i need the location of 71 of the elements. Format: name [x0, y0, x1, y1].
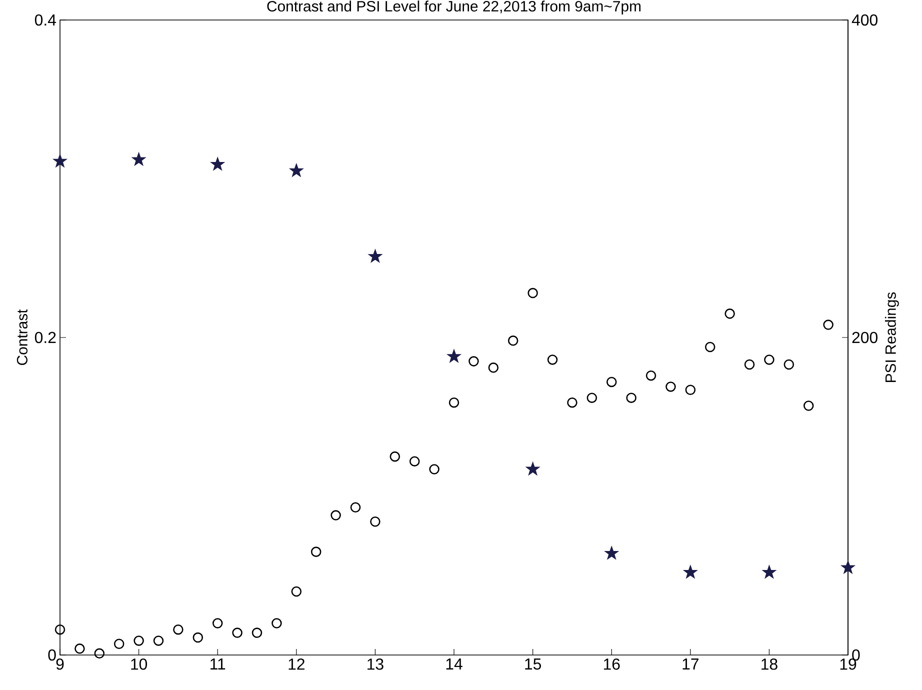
point [429, 464, 440, 474]
point [784, 359, 794, 370]
x-tick-label: 10 [131, 658, 148, 670]
point [605, 546, 618, 559]
point [310, 546, 322, 557]
point [350, 502, 361, 512]
point [448, 397, 460, 408]
point [132, 153, 146, 166]
x-tick-label: 12 [288, 658, 304, 670]
point [842, 561, 854, 574]
y2-tick-label: 400 [852, 14, 878, 26]
point [390, 451, 400, 462]
point [762, 566, 776, 578]
point [153, 636, 164, 646]
point [823, 320, 834, 330]
x-tick-label: 14 [446, 658, 462, 670]
point [488, 362, 499, 373]
point [409, 456, 420, 466]
point [368, 250, 382, 262]
point [764, 354, 774, 365]
x-tick-label: 15 [525, 658, 541, 670]
x-tick-label: 17 [682, 658, 698, 670]
point [468, 356, 479, 366]
point [684, 566, 697, 578]
point [290, 164, 303, 176]
point [646, 370, 656, 381]
point [704, 342, 716, 352]
y-axis-title: Contrast [16, 309, 28, 365]
point [192, 632, 204, 643]
point [173, 624, 184, 635]
x-tick-label: 11 [210, 658, 226, 670]
point [606, 376, 617, 388]
point [448, 350, 460, 362]
point [526, 462, 540, 475]
point [114, 638, 124, 650]
point [685, 384, 696, 396]
point [547, 354, 558, 365]
x-tick-label: 9 [56, 658, 64, 670]
point [330, 510, 341, 520]
chart-title: Contrast and PSI Level for June 22,2013 from 9am~7pm [267, 0, 640, 14]
point [94, 648, 105, 659]
x-tick-label: 16 [604, 658, 620, 670]
point [626, 392, 636, 403]
x-tick-label: 19 [840, 658, 856, 670]
y-tick-label: 0 [48, 649, 56, 661]
point [803, 400, 814, 411]
y2-tick-label: 0 [852, 649, 860, 661]
point [744, 359, 755, 370]
point [232, 628, 242, 638]
y-tick-label: 0.4 [34, 14, 56, 26]
point [291, 586, 302, 597]
point [54, 154, 66, 167]
point [724, 308, 735, 319]
point [586, 392, 598, 403]
point [211, 158, 224, 170]
point [666, 382, 676, 392]
point [528, 288, 538, 298]
x-tick-label: 13 [368, 658, 384, 670]
point [74, 644, 85, 654]
y2-tick-label: 200 [852, 332, 878, 344]
point [272, 618, 282, 628]
point [212, 618, 223, 628]
point [54, 624, 66, 635]
point [252, 628, 262, 638]
y-tick-label: 0.2 [34, 332, 56, 344]
y2-axis-title: PSI Readings [884, 292, 899, 382]
point [134, 636, 144, 646]
point [508, 336, 518, 346]
point [370, 516, 380, 527]
x-tick-label: 18 [762, 658, 778, 670]
point [567, 397, 578, 408]
